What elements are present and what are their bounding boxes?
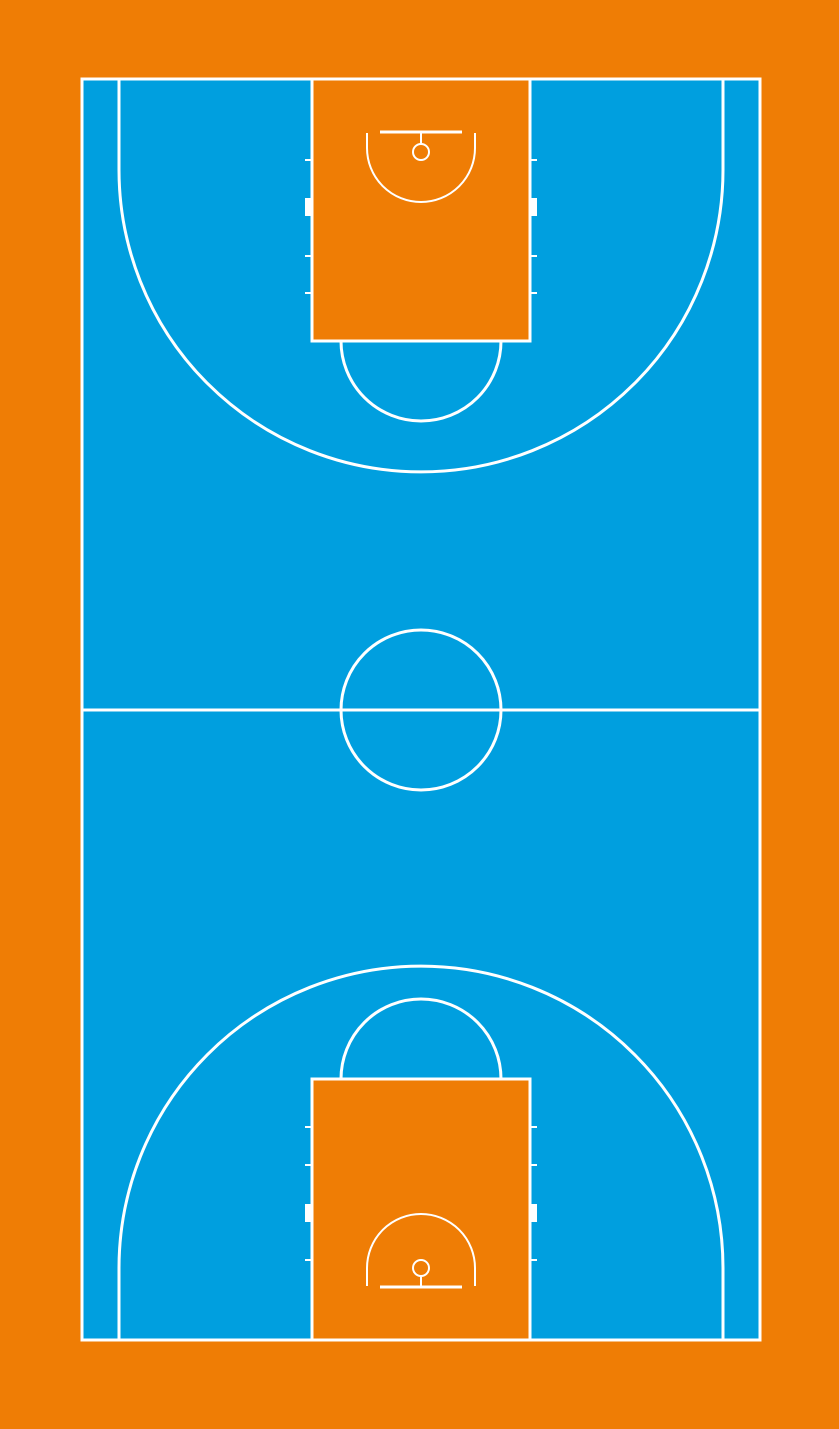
top-lane-markings-right bbox=[530, 159, 537, 294]
bottom-key bbox=[312, 1079, 530, 1340]
bottom-half bbox=[117, 964, 725, 1342]
center-circle bbox=[339, 628, 503, 792]
bottom-free-throw-semicircle bbox=[339, 997, 503, 1080]
bottom-hoop bbox=[412, 1259, 430, 1277]
bottom-lane-markings-right bbox=[530, 1126, 537, 1261]
top-lane-markings-left bbox=[305, 159, 312, 294]
top-hoop bbox=[412, 143, 430, 161]
top-three-point-line bbox=[117, 79, 725, 474]
top-no-charge-semicircle bbox=[366, 133, 476, 203]
top-key bbox=[312, 79, 530, 341]
top-free-throw-semicircle bbox=[339, 340, 503, 423]
bottom-lane-markings-left bbox=[305, 1126, 312, 1261]
bottom-no-charge-semicircle bbox=[366, 1213, 476, 1286]
bottom-three-point-line bbox=[117, 964, 725, 1340]
top-half bbox=[117, 77, 725, 474]
court-boundary bbox=[80, 77, 762, 1342]
